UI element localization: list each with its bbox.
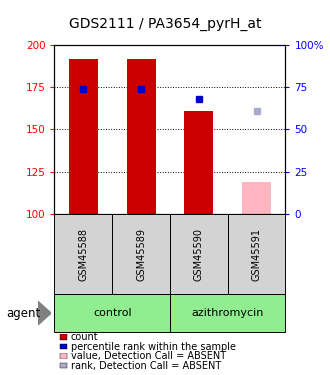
- Text: GSM45590: GSM45590: [194, 228, 204, 280]
- Bar: [184, 111, 213, 214]
- Bar: [60, 334, 67, 340]
- Bar: [54, 294, 170, 332]
- Polygon shape: [38, 302, 51, 325]
- Text: agent: agent: [7, 307, 41, 320]
- Text: control: control: [93, 308, 132, 318]
- Text: count: count: [71, 333, 99, 342]
- Text: GSM45588: GSM45588: [78, 228, 88, 280]
- Bar: [60, 363, 67, 368]
- Bar: [60, 344, 67, 349]
- Bar: [54, 214, 112, 294]
- Bar: [127, 58, 155, 214]
- Text: rank, Detection Call = ABSENT: rank, Detection Call = ABSENT: [71, 361, 221, 370]
- Bar: [228, 214, 285, 294]
- Text: percentile rank within the sample: percentile rank within the sample: [71, 342, 236, 352]
- Bar: [242, 182, 271, 214]
- Bar: [112, 214, 170, 294]
- Text: GSM45589: GSM45589: [136, 228, 146, 280]
- Bar: [170, 214, 228, 294]
- Bar: [170, 294, 285, 332]
- Text: value, Detection Call = ABSENT: value, Detection Call = ABSENT: [71, 351, 226, 361]
- Text: GDS2111 / PA3654_pyrH_at: GDS2111 / PA3654_pyrH_at: [69, 17, 261, 32]
- Text: azithromycin: azithromycin: [191, 308, 264, 318]
- Bar: [69, 58, 98, 214]
- Text: GSM45591: GSM45591: [251, 228, 262, 280]
- Bar: [60, 353, 67, 358]
